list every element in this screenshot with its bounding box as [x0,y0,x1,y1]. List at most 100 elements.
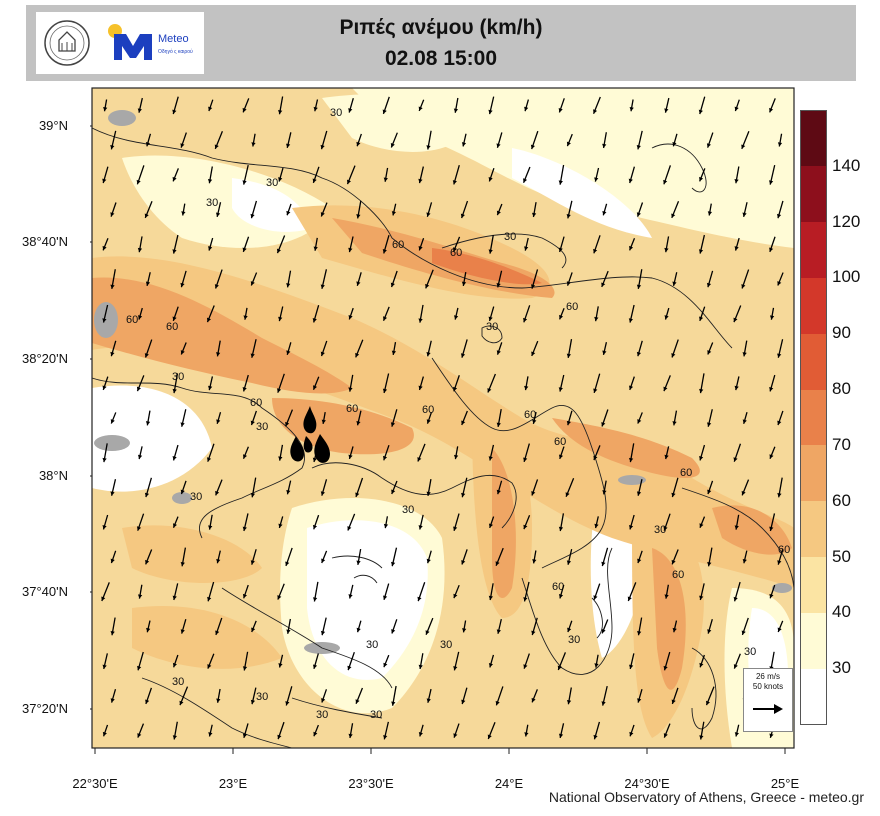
wind-arrow [136,375,145,392]
wind-arrow [146,620,151,633]
wind-arrow [346,165,356,185]
wind-arrow [601,547,609,567]
wind-arrow [277,373,285,393]
wind-arrow [593,445,601,461]
wind-arrow [461,549,468,565]
wind-arrow [557,652,567,671]
contour-label: 60 [346,403,358,415]
wind-arrow [110,269,116,290]
wind-arrow [312,653,319,670]
wind-arrow [137,584,143,599]
wind-arrow [110,412,117,424]
wind-arrow [348,236,354,253]
wind-arrow [496,480,503,495]
wind-arrow [208,99,214,112]
wind-arrow [242,164,249,185]
wind-arrow [496,132,503,148]
wind-arrow [531,479,539,496]
wind-arrow [706,132,714,148]
logo-panel: Meteo Οδηγό ς καιρού [36,12,204,74]
wind-arrow [531,340,539,357]
wind-arrow [637,688,643,703]
latitude-label: 39°N [38,118,68,133]
wind-arrow [382,373,390,394]
longitude-label: 24°30'E [624,776,670,791]
wind-arrow [487,722,496,740]
wind-arrow [707,619,713,634]
wind-arrow [216,550,221,564]
wind-arrow [348,584,354,599]
wind-arrow [664,307,670,320]
wind-arrow [383,516,389,529]
wind-arrow [278,654,284,668]
wind-arrow [417,443,426,462]
wind-arrow [383,167,389,182]
wind-arrow [278,96,284,115]
wind-arrow [488,306,495,322]
wind-arrow [278,444,284,461]
contour-label: 60 [166,321,178,333]
contour-label: 30 [370,709,382,721]
wind-arrow [172,306,179,322]
wind-arrow [488,583,494,601]
wind-arrow [733,581,741,602]
wind-arrow [671,549,679,565]
wind-arrow [418,237,425,251]
wind-arrow [102,514,109,530]
wind-arrow [523,305,531,323]
wind-arrow [699,444,706,461]
wind-arrow [110,202,117,217]
wind-arrow [741,131,750,150]
wind-arrow [250,410,258,426]
wind-arrow [242,374,249,392]
wind-arrow [103,99,108,112]
contour-label: 30 [504,231,516,243]
wind-arrow [566,687,572,705]
wind-arrow [698,96,706,115]
wind-arrow [734,99,740,112]
wind-arrow [461,133,467,147]
wind-arrow [488,654,495,668]
wind-arrow [453,584,460,599]
wind-arrow [707,547,713,567]
wind-arrow [768,164,776,185]
wind-arrow [417,582,426,602]
wind-arrow [215,617,223,636]
latitude-label: 38°40'N [22,234,68,249]
map-datetime: 02.08 15:00 [384,47,498,70]
wind-arrow [286,618,291,634]
wind-arrow [594,654,599,668]
wind-arrow [601,270,609,288]
contour-label: 60 [672,569,684,581]
wind-arrow [418,166,424,184]
wind-arrow [777,549,784,565]
contour-label: 30 [366,639,378,651]
wind-arrow [769,307,775,320]
wind-arrow [208,514,213,530]
wind-arrow [636,130,643,150]
colorbar-step [800,500,826,558]
wind-arrow [320,479,328,496]
wind-arrow [733,305,742,323]
wind-arrow [348,723,354,739]
wind-arrow [320,617,327,636]
wind-arrow [426,412,433,424]
colorbar-step [800,612,826,669]
wind-arrow [382,306,390,321]
wind-arrow [312,581,319,602]
wind-arrow [278,306,284,322]
wind-arrow [110,550,117,564]
colorbar-tick-label: 60 [832,490,851,510]
colorbar-tick-label: 100 [832,267,861,287]
wind-arrow [382,96,390,115]
wind-arrow [741,479,750,496]
wind-arrow [522,166,531,183]
wind-arrow [320,269,328,289]
wind-arrow [672,620,678,633]
wind-arrow [742,340,748,357]
wind-arrow [671,477,679,498]
wind-arrow [207,166,213,184]
wind-arrow [523,581,530,602]
wind-arrow [285,686,293,706]
wind-arrow [136,513,145,531]
